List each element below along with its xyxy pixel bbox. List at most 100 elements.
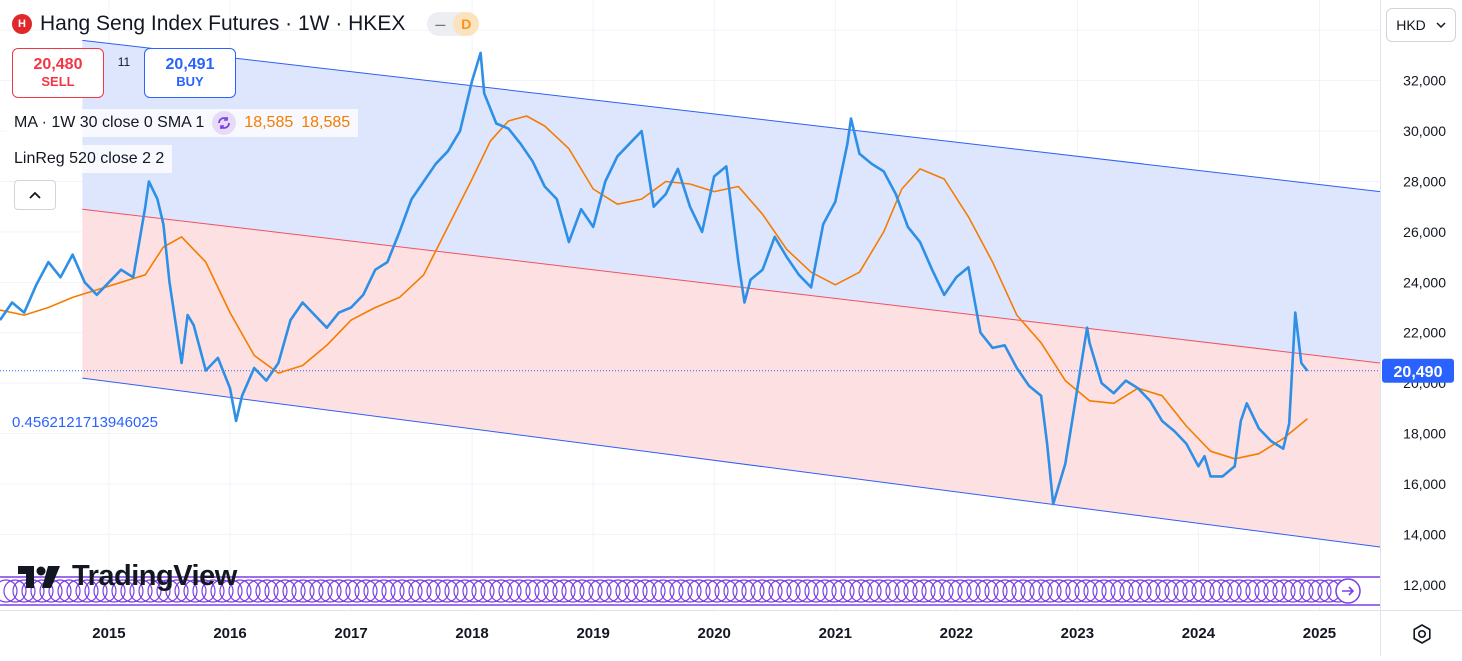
brand-strip-ring (876, 579, 900, 603)
channel-lower-line (82, 377, 1381, 548)
brand-strip-ring (948, 579, 972, 603)
chart-header: H Hang Seng Index Futures · 1W · HKEX – … (12, 10, 480, 38)
x-tick-label: 2016 (213, 625, 246, 642)
brand-strip-ring (183, 579, 207, 603)
gear-icon (1413, 624, 1431, 644)
chart-settings-button[interactable] (1408, 620, 1436, 648)
brand-strip-ring (624, 579, 648, 603)
brand-strip-ring (1227, 579, 1251, 603)
brand-strip-ring (669, 579, 693, 603)
brand-strip-ring (552, 579, 576, 603)
brand-strip-ring (1002, 579, 1026, 603)
brand-strip-ring (147, 579, 171, 603)
brand-strip-ring (174, 579, 198, 603)
brand-strip-ring (102, 579, 126, 603)
brand-strip-ring (849, 579, 873, 603)
brand-strip-ring (480, 579, 504, 603)
sell-button[interactable]: 20,480 SELL (12, 48, 104, 98)
currency-select[interactable]: HKD (1386, 8, 1456, 42)
brand-strip-ring (246, 579, 270, 603)
brand-strip-ring (966, 579, 990, 603)
ma-value-1: 18,585 (244, 114, 294, 131)
buy-button[interactable]: 20,491 BUY (144, 48, 236, 98)
brand-strip-ring (1011, 579, 1035, 603)
brand-strip-ring (705, 579, 729, 603)
linreg-legend-label: LinReg 520 close 2 2 (14, 150, 165, 167)
brand-strip-ring (786, 579, 810, 603)
brand-strip-ring (939, 579, 963, 603)
brand-strip-ring (570, 579, 594, 603)
brand-strip-ring (813, 579, 837, 603)
brand-strip-ring (66, 579, 90, 603)
brand-strip-ring (453, 579, 477, 603)
x-tick-label: 2022 (940, 625, 973, 642)
brand-strip-ring (1101, 579, 1125, 603)
brand-strip-ring (750, 579, 774, 603)
collapse-legend-button[interactable] (14, 180, 56, 210)
brand-strip-ring (291, 579, 315, 603)
y-tick-label: 12,000 (1403, 577, 1446, 593)
brand-strip-bg (0, 576, 1380, 606)
brand-strip-ring (1173, 579, 1197, 603)
buy-label: BUY (176, 74, 204, 89)
brand-strip-ring (858, 579, 882, 603)
x-tick-label: 2017 (334, 625, 367, 642)
brand-strip-ring (642, 579, 666, 603)
brand-strip-ring (777, 579, 801, 603)
brand-strip-ring (507, 579, 531, 603)
brand-strip-ring (93, 579, 117, 603)
brand-strip-ring (1254, 579, 1278, 603)
brand-strip-ring (417, 579, 441, 603)
series-group (0, 51, 1380, 506)
brand-strip-ring (561, 579, 585, 603)
y-tick-label: 16,000 (1403, 476, 1446, 492)
brand-strip-ring (1245, 579, 1269, 603)
brand-strip-ring (390, 579, 414, 603)
tradingview-logo[interactable]: TradingView (16, 560, 237, 593)
brand-strip-ring (1056, 579, 1080, 603)
brand-strip-ring (885, 579, 909, 603)
brand-strip-ring (1308, 579, 1332, 603)
arrow-right-icon (1342, 586, 1355, 596)
sell-label: SELL (41, 74, 75, 89)
y-tick-label: 28,000 (1403, 173, 1446, 189)
symbol-title[interactable]: Hang Seng Index Futures · 1W · HKEX (40, 12, 406, 35)
brand-strip-ring (48, 579, 72, 603)
brand-strip-ring (1182, 579, 1206, 603)
x-tick-label: 2018 (455, 625, 488, 642)
market-status-pill[interactable]: – D (427, 12, 480, 36)
chevron-up-icon (29, 191, 41, 199)
price-series-line[interactable] (0, 51, 1309, 506)
brand-strip-ring (1119, 579, 1143, 603)
brand-strip-ring (831, 579, 855, 603)
brand-strip-ring (300, 579, 324, 603)
brand-strip-ring (228, 579, 252, 603)
tradingview-logo-icon (18, 565, 60, 588)
delayed-badge: D (453, 12, 480, 36)
brand-strip-ring (1218, 579, 1242, 603)
brand-strip-ring (57, 579, 81, 603)
brand-strip-ring (1209, 579, 1233, 603)
brand-strip-ring (1155, 579, 1179, 603)
brand-strip-ring (795, 579, 819, 603)
channel-middle-line (82, 208, 1381, 364)
ma-series-line[interactable] (0, 115, 1308, 460)
brand-strip-ring (1263, 579, 1287, 603)
brand-strip-ring (84, 579, 108, 603)
brand-strip (0, 576, 1380, 606)
spread-value: 11 (117, 55, 131, 69)
refresh-icon[interactable] (212, 111, 237, 135)
y-tick-label: 24,000 (1403, 274, 1446, 290)
brand-strip-ring (210, 579, 234, 603)
brand-strip-ring (408, 579, 432, 603)
brand-strip-ring (993, 579, 1017, 603)
linreg-legend[interactable]: LinReg 520 close 2 2 (6, 145, 173, 173)
sell-price: 20,480 (33, 56, 83, 73)
brand-strip-ring (1092, 579, 1116, 603)
brand-strip-ring (732, 579, 756, 603)
brand-strip-ring (30, 579, 54, 603)
ma-legend[interactable]: MA · 1W 30 close 0 SMA 1 18,585 18,585 (6, 109, 359, 137)
buy-price: 20,491 (165, 56, 215, 73)
brand-strip-ring (345, 579, 369, 603)
